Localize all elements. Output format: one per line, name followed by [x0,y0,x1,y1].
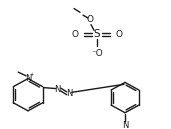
Text: S: S [94,29,100,39]
Text: N: N [67,89,73,98]
Text: +: + [30,72,34,77]
Text: N: N [55,85,61,94]
Text: ⁻O: ⁻O [91,49,103,58]
Text: O: O [71,30,78,39]
Text: N: N [25,74,31,83]
Text: N: N [122,120,128,129]
Text: O: O [115,30,122,39]
Text: O: O [87,15,94,24]
